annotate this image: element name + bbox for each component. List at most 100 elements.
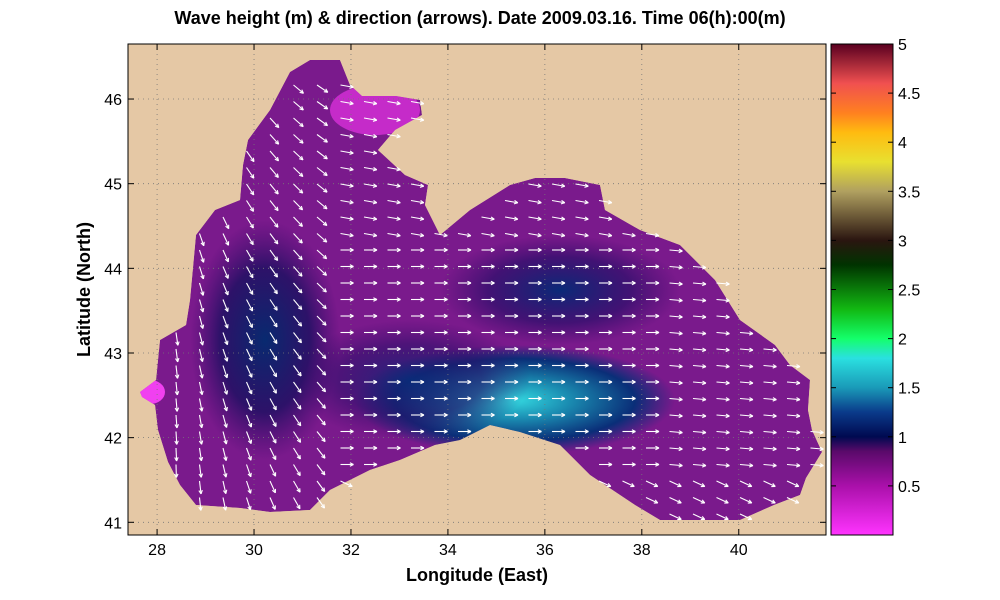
direction-arrow — [434, 232, 448, 238]
direction-arrow — [528, 183, 542, 188]
direction-arrow — [669, 380, 683, 386]
direction-arrow — [174, 464, 179, 478]
direction-arrow — [364, 297, 378, 302]
direction-arrow — [434, 346, 448, 352]
direction-arrow — [646, 379, 660, 385]
direction-arrow — [552, 363, 566, 368]
direction-arrow — [246, 282, 254, 295]
direction-arrow — [269, 183, 279, 195]
direction-arrow — [387, 313, 401, 319]
direction-arrow — [245, 497, 252, 511]
direction-arrow — [646, 313, 660, 319]
direction-arrow — [599, 346, 613, 352]
direction-arrow — [552, 429, 566, 434]
map-axes: 28 30 32 34 36 38 40 41 42 43 44 45 46 Longitude (E… — [74, 43, 827, 585]
direction-arrow — [363, 199, 378, 205]
sea-area — [140, 60, 822, 520]
direction-arrow — [716, 298, 730, 303]
direction-arrow — [739, 463, 754, 468]
direction-arrow — [598, 216, 613, 221]
direction-arrow — [552, 264, 566, 269]
direction-arrow — [316, 233, 328, 243]
direction-arrow — [316, 216, 328, 226]
direction-arrow — [340, 330, 354, 335]
direction-arrow — [669, 248, 683, 254]
direction-arrow — [293, 299, 303, 311]
direction-arrow — [246, 249, 254, 262]
direction-arrow — [669, 463, 683, 468]
direction-arrow — [599, 462, 613, 467]
direction-arrow — [269, 381, 277, 394]
direction-arrow — [411, 280, 425, 286]
direction-arrow — [528, 313, 542, 319]
direction-arrow — [316, 348, 327, 360]
direction-arrow — [763, 430, 777, 435]
direction-arrow — [316, 431, 326, 443]
direction-arrow — [763, 397, 777, 402]
direction-arrow — [434, 247, 448, 253]
direction-arrow — [411, 396, 425, 401]
direction-arrow — [646, 396, 660, 401]
direction-arrow — [222, 464, 228, 478]
colorbar-tick-label: 3.5 — [898, 184, 920, 201]
direction-arrow — [174, 431, 179, 445]
direction-arrow — [645, 232, 660, 238]
direction-arrow — [340, 166, 354, 172]
direction-arrow — [198, 398, 204, 412]
direction-arrow — [622, 280, 636, 286]
direction-arrow — [552, 280, 566, 286]
direction-arrow — [481, 264, 495, 269]
direction-arrow — [269, 497, 276, 510]
direction-arrow — [410, 232, 425, 238]
direction-arrow — [575, 232, 589, 238]
direction-arrow — [458, 429, 472, 434]
direction-arrow — [222, 266, 229, 279]
direction-arrow — [316, 150, 328, 160]
direction-arrow — [246, 183, 255, 196]
direction-arrow — [552, 396, 566, 401]
direction-arrow — [505, 264, 519, 269]
direction-arrow — [716, 463, 730, 468]
direction-arrow — [645, 480, 659, 488]
direction-arrow — [198, 233, 205, 247]
direction-arrow — [458, 280, 472, 286]
direction-arrow — [763, 480, 776, 488]
direction-arrow — [269, 365, 278, 378]
direction-arrow — [504, 199, 519, 205]
direction-arrow — [222, 249, 229, 263]
direction-arrow — [622, 346, 636, 352]
direction-arrow — [739, 513, 753, 521]
direction-arrow — [246, 150, 255, 163]
direction-arrow — [669, 314, 683, 320]
direction-arrow — [316, 249, 328, 260]
direction-arrow — [269, 464, 277, 477]
direction-arrow — [198, 381, 204, 396]
direction-arrow — [481, 280, 495, 286]
direction-arrow — [551, 199, 566, 205]
direction-arrow — [245, 431, 253, 445]
east-wave-field — [440, 235, 680, 345]
direction-arrow — [269, 332, 278, 345]
direction-arrow — [434, 330, 448, 335]
direction-arrow — [692, 298, 707, 303]
x-tick-label: 30 — [245, 542, 263, 559]
direction-arrow — [716, 364, 730, 369]
direction-arrow — [316, 464, 326, 476]
direction-arrow — [434, 280, 448, 286]
direction-arrow — [411, 264, 425, 269]
direction-arrow — [387, 133, 401, 139]
direction-arrow — [552, 379, 566, 385]
direction-arrow — [458, 264, 472, 269]
direction-arrow — [786, 430, 801, 435]
direction-arrow — [434, 313, 448, 319]
direction-arrow — [387, 232, 401, 238]
direction-arrow — [222, 365, 229, 379]
direction-arrow — [692, 347, 707, 353]
direction-arrow — [458, 412, 472, 418]
direction-arrow — [458, 396, 472, 401]
direction-arrow — [622, 313, 636, 319]
direction-arrow — [528, 396, 542, 401]
direction-arrow — [245, 398, 253, 411]
direction-arrow — [481, 297, 495, 302]
direction-arrow — [692, 446, 707, 452]
